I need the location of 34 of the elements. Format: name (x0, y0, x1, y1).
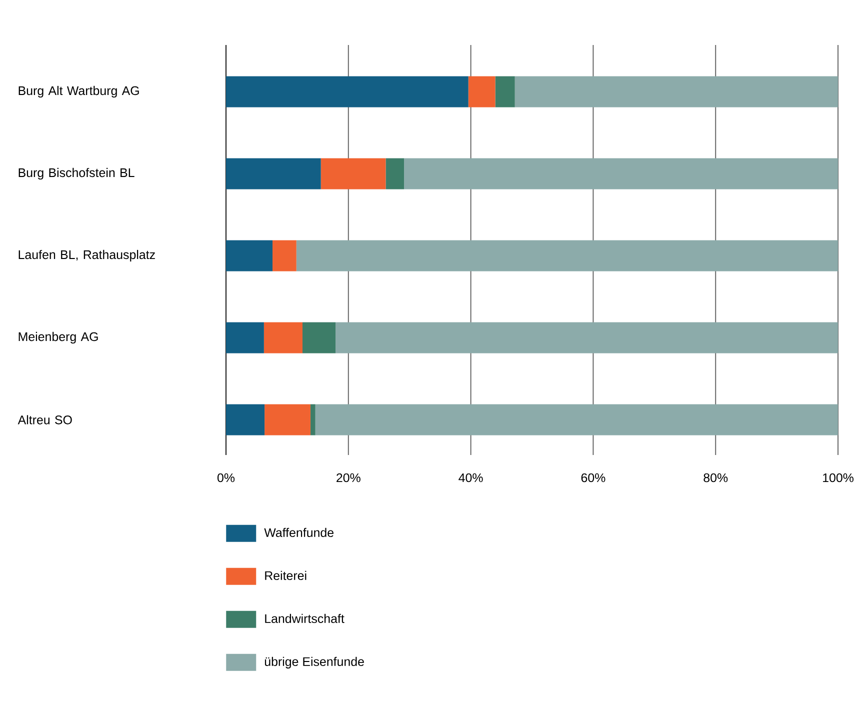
bar (310, 404, 316, 436)
bar (226, 158, 321, 190)
y-tick-label: Burg Bischofstein BL (18, 168, 134, 180)
bar (404, 158, 838, 190)
legend-label: Landwirtschaft (265, 614, 344, 624)
x-tick-label: 40% (458, 473, 483, 482)
y-tick-label: Laufen BL, Rathausplatz (18, 250, 155, 262)
bar (386, 158, 404, 190)
legend-label: Waffenfunde (264, 528, 334, 538)
legend-label: übrige Eisenfunde (264, 656, 364, 668)
bar (336, 322, 838, 354)
y-tick-label: Altreu SO (18, 415, 72, 424)
bar (315, 404, 838, 436)
x-tick-label: 60% (581, 473, 606, 482)
bar (296, 240, 838, 272)
bar (226, 76, 468, 108)
bar (495, 76, 515, 108)
x-tick-label: 100% (823, 473, 854, 482)
x-tick-label: 80% (704, 473, 728, 482)
bar (272, 240, 296, 272)
bar (320, 158, 386, 190)
y-tick-label: Meienberg AG (18, 332, 98, 344)
bar (468, 76, 496, 108)
bar (514, 76, 838, 108)
bar (226, 240, 273, 272)
bar (264, 322, 302, 354)
x-tick-label: 0% (217, 473, 235, 482)
x-tick-label: 20% (336, 473, 360, 482)
bar (264, 404, 310, 436)
bar (302, 322, 336, 354)
legend-label: Reiterei (265, 570, 306, 580)
y-tick-label: Burg Alt Wartburg AG (18, 86, 139, 98)
bar (226, 322, 264, 354)
bar (226, 404, 265, 436)
